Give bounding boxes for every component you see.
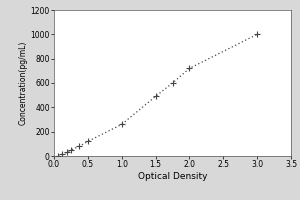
Y-axis label: Concentration(pg/mL): Concentration(pg/mL) (19, 41, 28, 125)
X-axis label: Optical Density: Optical Density (138, 172, 207, 181)
